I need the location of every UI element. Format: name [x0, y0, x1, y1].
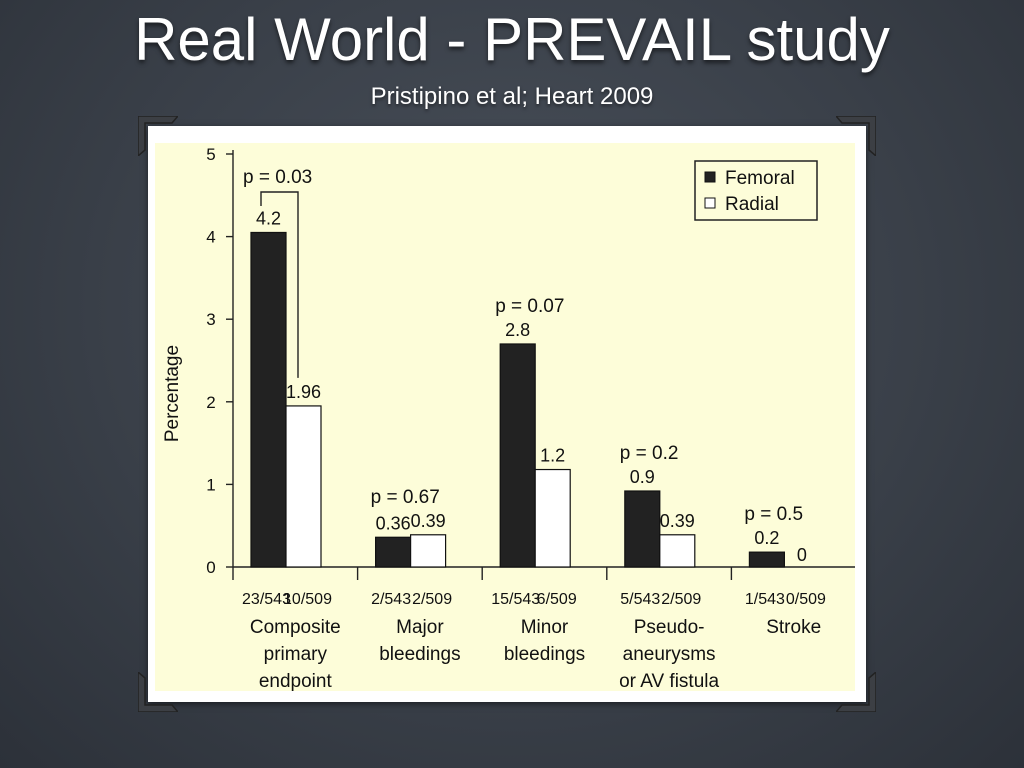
p-value-label: p = 0.5 — [744, 504, 803, 525]
chart-panel: 0 1 2 3 4 5 Percentage 4.2 1.96 p = 0.03 23/543 10/… — [155, 143, 855, 691]
data-label-femoral: 0.2 — [754, 528, 779, 548]
p-value-bracket — [260, 191, 299, 378]
bar-femoral — [624, 490, 661, 568]
count-label-femoral: 1/543 — [745, 591, 785, 608]
photo-corner-top-right — [836, 116, 876, 156]
photo-corner-bottom-left — [138, 672, 178, 712]
data-label-femoral: 0.9 — [630, 467, 655, 487]
category-label: endpoint — [259, 671, 333, 691]
category-label: Pseudo- — [634, 617, 705, 638]
count-label-radial: 6/509 — [537, 591, 577, 608]
data-label-femoral: 0.36 — [376, 513, 411, 533]
category-label: Major — [396, 617, 444, 638]
data-label-radial: 0.39 — [411, 511, 446, 531]
count-label-radial: 2/509 — [412, 591, 452, 608]
y-axis-label: Percentage — [162, 345, 183, 442]
y-tick-label: 0 — [206, 558, 215, 577]
bar-femoral — [748, 551, 786, 568]
count-label-radial: 0/509 — [786, 591, 826, 608]
bar-femoral — [250, 231, 287, 568]
count-label-femoral: 5/543 — [620, 591, 660, 608]
bar-radial — [659, 534, 696, 568]
legend-box — [694, 160, 818, 221]
legend-label-femoral: Femoral — [725, 168, 795, 189]
category-label: aneurysms — [623, 644, 716, 665]
bar-chart: 0 1 2 3 4 5 Percentage 4.2 1.96 p = 0.03 23/54310/… — [162, 145, 855, 691]
count-label-femoral: 15/543 — [491, 591, 540, 608]
legend-swatch-femoral — [704, 171, 716, 183]
data-label-radial: 1.96 — [286, 382, 321, 402]
category-label: bleedings — [504, 644, 585, 665]
data-label-radial: 0 — [797, 545, 807, 565]
y-tick-label: 2 — [206, 393, 215, 412]
count-label-radial: 10/509 — [283, 591, 332, 608]
p-value-label: p = 0.07 — [495, 296, 564, 317]
y-tick-label: 5 — [206, 145, 215, 164]
legend-swatch-radial — [704, 197, 716, 209]
y-tick-label: 3 — [206, 310, 215, 329]
chart-frame: 0 1 2 3 4 5 Percentage 4.2 1.96 p = 0.03 23/543 10/… — [148, 126, 866, 702]
y-tick-label: 4 — [206, 228, 215, 247]
category-label: Minor — [521, 617, 569, 638]
data-label-femoral: 2.8 — [505, 320, 530, 340]
slide-title: Real World - PREVAIL study — [134, 6, 890, 73]
photo-corner-bottom-right — [836, 672, 876, 712]
data-label-femoral: 4.2 — [256, 208, 281, 228]
count-label-femoral: 23/543 — [242, 591, 291, 608]
bar-radial — [285, 405, 322, 568]
count-label-femoral: 2/543 — [371, 591, 411, 608]
category-label: Stroke — [766, 617, 821, 638]
data-label-radial: 1.2 — [540, 446, 565, 466]
category-label: primary — [264, 644, 328, 665]
slide-subtitle: Pristipino et al; Heart 2009 — [370, 83, 654, 110]
category-label: Composite — [250, 617, 341, 638]
category-label: bleedings — [379, 644, 460, 665]
photo-corner-top-left — [138, 116, 178, 156]
p-value-label: p = 0.67 — [371, 487, 440, 508]
bar-femoral — [499, 343, 536, 568]
category-label: or AV fistula — [619, 671, 719, 691]
legend-label-radial: Radial — [725, 194, 779, 215]
data-label-radial: 0.39 — [660, 511, 695, 531]
count-label-radial: 2/509 — [661, 591, 701, 608]
bar-radial — [534, 468, 571, 568]
y-tick-label: 1 — [206, 475, 215, 494]
p-value-label: p = 0.03 — [243, 167, 312, 188]
bar-radial — [410, 534, 447, 568]
bar-femoral — [375, 536, 412, 568]
p-value-label: p = 0.2 — [620, 443, 679, 464]
